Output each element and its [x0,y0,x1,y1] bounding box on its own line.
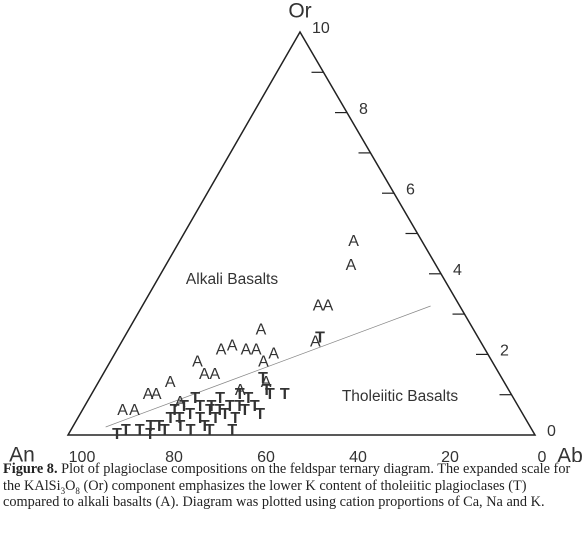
point-marker: A [129,402,140,419]
chart: Or An Ab Alkali Basalts Tholeiitic Basal… [9,0,583,462]
or-tick-label: 10 [312,20,330,37]
point-marker: T [262,382,272,399]
point-marker: T [166,410,176,427]
or-tick-label: 0 [547,423,556,440]
triangle [66,30,537,436]
point-marker: T [255,406,265,423]
an-tick-label: 80 [165,449,183,462]
or-tick-label: 6 [406,181,415,198]
point-marker: T [195,398,205,415]
caption: Figure 8. Plot of plagioclase compositio… [3,461,581,511]
point-marker: T [170,402,180,419]
an-tick-label: 100 [69,449,96,462]
or-tick-label: 2 [500,343,509,360]
region-label: Alkali Basalts [186,271,278,288]
point-marker: A [235,382,246,399]
point-marker: A [241,342,252,359]
point-marker: A [346,257,357,274]
point-marker: A [258,354,269,371]
caption-sub: 8 [75,485,80,496]
point-marker: A [261,374,272,391]
point-marker: T [195,410,205,427]
point-marker: T [227,422,237,439]
point-marker: T [211,410,221,427]
point-marker: T [175,410,185,427]
point-marker: T [250,398,260,415]
boundary-line [105,305,431,428]
point-marker: T [220,406,230,423]
point-marker: T [258,370,268,387]
vertex-label: Or [288,0,311,23]
point-marker: T [190,390,200,407]
point-marker: A [192,354,203,371]
an-tick-label: 20 [441,449,459,462]
region-label: Tholeiitic Basalts [342,388,459,405]
point-marker: T [179,398,189,415]
caption-sub: 3 [60,485,66,496]
point-marker: A [209,366,220,383]
point-marker: T [146,418,156,435]
point-marker: A [165,374,176,391]
point-marker: T [240,402,250,419]
caption-text: O [65,477,76,494]
point-marker: T [215,390,225,407]
point-marker: T [315,329,325,346]
point-marker: T [200,418,210,435]
point-marker: A [268,346,279,363]
point-marker: A [310,334,321,351]
point-marker: T [205,422,215,439]
point-marker: T [205,402,215,419]
point-marker: A [256,321,267,338]
point-marker: A [323,297,334,314]
point-marker: T [176,418,186,435]
caption-text: (Or) component emphasizes the lower K co… [3,477,545,511]
point-marker: A [199,366,210,383]
point-marker: T [185,406,195,423]
point-marker: T [145,426,155,443]
caption-text: Plot of plagioclase compositions on the … [3,461,571,494]
point-marker: T [244,390,254,407]
caption-label: Figure 8. [3,461,58,477]
an-tick-label: 60 [257,449,275,462]
point-marker: A [227,338,238,355]
point-marker: T [215,402,225,419]
point-marker: T [186,422,196,439]
point-marker: T [121,422,131,439]
vertex-label: Ab [557,445,583,462]
or-tick-label: 8 [359,101,368,118]
point-marker: T [280,386,290,403]
point-marker: T [225,398,235,415]
point-marker: T [207,398,217,415]
point-marker: A [348,233,359,250]
point-marker: A [117,402,128,419]
point-marker: T [112,426,122,443]
point-marker: A [251,342,262,359]
point-marker: T [265,386,275,403]
vertex-label: An [9,444,35,462]
point-marker: A [313,297,324,314]
an-tick-label: 0 [538,449,547,462]
or-tick-label: 4 [453,262,462,279]
point-marker: T [160,422,170,439]
point-marker: T [235,398,245,415]
point-marker: T [235,386,245,403]
point-marker: A [143,386,154,403]
an-tick-label: 40 [349,449,367,462]
point-marker: T [230,410,240,427]
point-marker: A [216,342,227,359]
point-marker: T [135,422,145,439]
point-marker: A [151,386,162,403]
point-marker: A [175,394,186,411]
point-marker: T [154,418,164,435]
